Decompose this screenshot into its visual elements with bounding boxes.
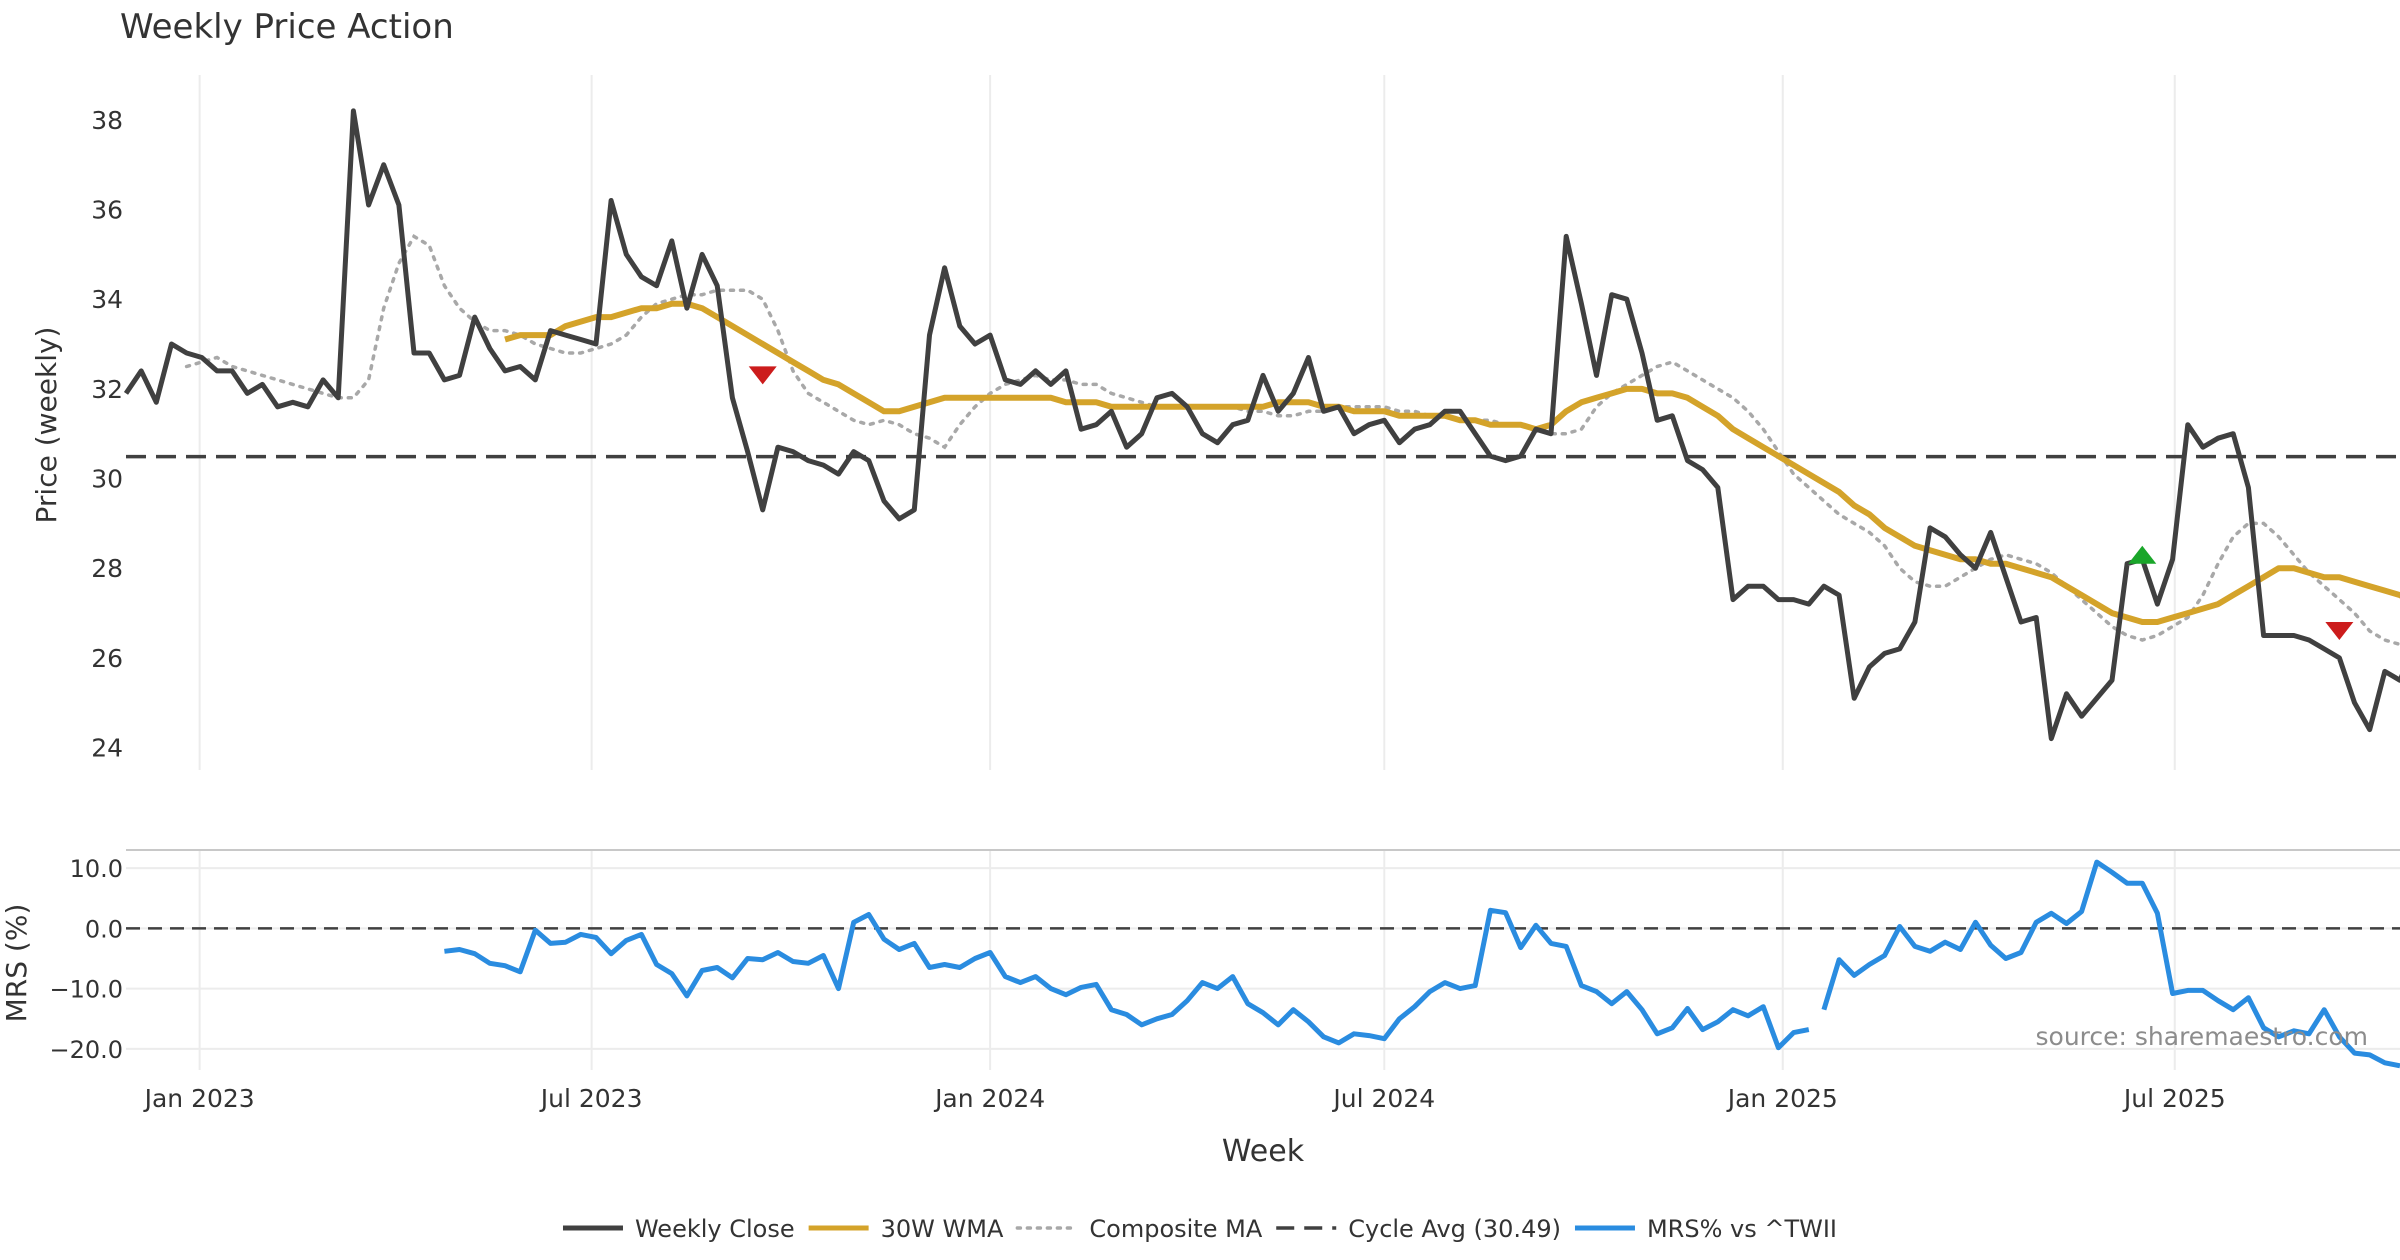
mrs-y-ticks: 10.0 0.0 −10.0 −20.0	[49, 855, 123, 1064]
mrs-y-tick-label: 0.0	[85, 915, 123, 943]
wma-30w-series	[504, 300, 2400, 625]
legend-label: MRS% vs ^TWII	[1647, 1215, 1837, 1243]
price-y-tick-label: 26	[91, 644, 123, 673]
mrs-series	[444, 859, 2400, 1069]
mrs-series-segment	[444, 907, 1810, 1051]
x-tick-label: Jan 2023	[143, 1084, 255, 1113]
buy-signal-marker	[2128, 545, 2157, 564]
mrs-y-tick-label: −20.0	[49, 1036, 123, 1064]
price-y-tick-label: 36	[91, 196, 123, 225]
x-tick-label: Jul 2024	[1331, 1084, 1435, 1113]
composite-ma-series	[184, 233, 2400, 647]
sell-signal-marker	[2325, 622, 2354, 640]
legend-label: Cycle Avg (30.49)	[1348, 1215, 1561, 1243]
mrs-y-axis-label: MRS (%)	[0, 904, 33, 1023]
signal-markers	[748, 366, 2354, 640]
price-y-axis-label: Price (weekly)	[30, 327, 63, 524]
legend-label: 30W WMA	[881, 1215, 1004, 1243]
mrs-y-tick-label: 10.0	[70, 855, 123, 883]
price-y-tick-label: 32	[91, 375, 123, 404]
price-y-tick-label: 24	[91, 734, 123, 763]
mrs-y-tick-label: −10.0	[49, 976, 123, 1004]
x-tick-label: Jul 2025	[2122, 1084, 2226, 1113]
price-gridlines	[198, 75, 2176, 770]
x-tick-label: Jul 2023	[539, 1084, 643, 1113]
chart-title: Weekly Price Action	[120, 7, 454, 47]
x-axis-label: Week	[1222, 1134, 1305, 1169]
x-tick-label: Jan 2025	[1726, 1084, 1838, 1113]
legend-label: Composite MA	[1089, 1215, 1262, 1243]
x-axis-ticks: Jan 2023 Jul 2023 Jan 2024 Jul 2024 Jan 2025…	[143, 1084, 2226, 1113]
x-tick-label: Jan 2024	[933, 1084, 1045, 1113]
source-annotation: source: sharemaestro.com	[2036, 1022, 2369, 1051]
price-y-tick-label: 38	[91, 106, 123, 135]
price-y-tick-label: 30	[91, 465, 123, 494]
legend: Weekly Close 30W WMA Composite MA Cycle Avg…	[562, 1215, 1837, 1243]
weekly-close-series	[123, 108, 2400, 742]
price-y-tick-label: 34	[91, 285, 123, 314]
sell-signal-marker	[748, 366, 777, 385]
mrs-series-segment	[1821, 859, 2400, 1069]
price-y-ticks: 24 26 28 30 32 34 36 38	[91, 106, 123, 763]
price-y-tick-label: 28	[91, 554, 123, 583]
legend-label: Weekly Close	[635, 1215, 795, 1243]
